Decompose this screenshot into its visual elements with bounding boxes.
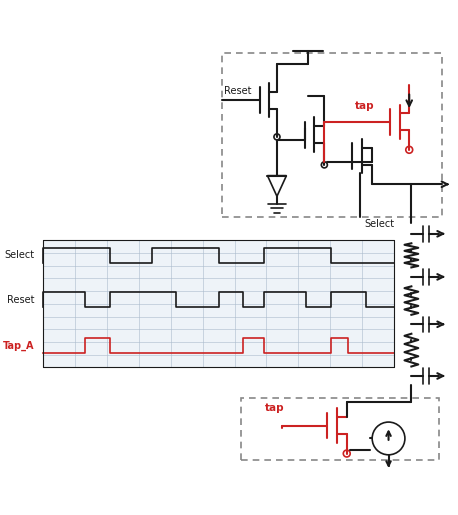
Text: Select: Select [4,250,34,260]
FancyBboxPatch shape [43,241,394,367]
Text: Reset: Reset [224,86,251,96]
Text: tap: tap [265,403,284,413]
Text: Reset: Reset [7,295,34,304]
Text: Tap_A: Tap_A [3,340,34,351]
Text: Select: Select [364,219,394,229]
Text: tap: tap [355,101,375,111]
